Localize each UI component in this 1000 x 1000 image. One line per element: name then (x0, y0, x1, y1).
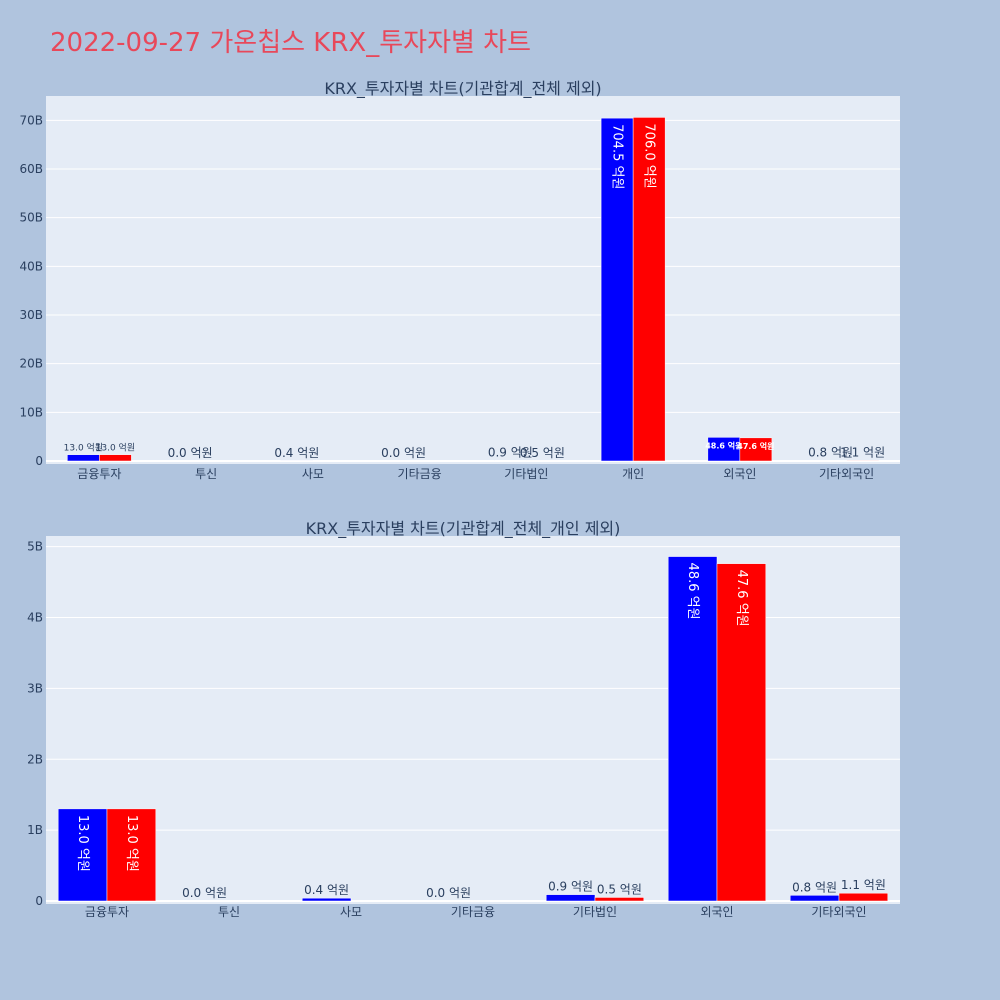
x-tick-label: 투신 (218, 905, 240, 919)
y-tick-label: 10B (19, 405, 43, 419)
plot-area (46, 536, 900, 904)
x-tick-label: 외국인 (723, 467, 756, 481)
y-tick-label: 5B (27, 540, 43, 554)
x-tick-label: 사모 (302, 467, 324, 481)
bar-value-label: 1.1 억원 (841, 878, 886, 892)
bar-value-label: 13.0 억원 (75, 815, 90, 872)
bar (67, 454, 100, 462)
chart-2: 0 1B 2B 3B 4B 5B KRX_투자자별 차트(기관합계_전체_개인 제외) 금융투… (27, 519, 900, 919)
bar-value-label: 13.0 억원 (96, 442, 135, 454)
bar-value-label: 13.0 억원 (124, 815, 139, 872)
bar (545, 894, 596, 902)
y-tick-label: 30B (19, 308, 43, 322)
bar-value-label: 1.1 억원 (840, 445, 885, 459)
x-tick-label: 개인 (622, 467, 644, 481)
x-tick-label: 기타금융 (398, 467, 442, 481)
bar-value-label: 0.5 억원 (597, 882, 642, 896)
x-tick-label: 투신 (195, 467, 217, 481)
y-tick-label: 60B (19, 162, 43, 176)
y-tick-label: 3B (27, 681, 43, 695)
bar-value-label: 0.5 억원 (520, 446, 565, 460)
plot-area (46, 96, 900, 464)
y-tick-label: 70B (19, 113, 43, 127)
bar-value-label: 0.8 억원 (808, 446, 853, 460)
bar-value-label: 706.0 억원 (642, 123, 657, 188)
bar-value-label: 0.9 억원 (548, 880, 593, 894)
x-tick-label: 금융투자 (85, 905, 129, 919)
bar (594, 897, 645, 902)
bar-value-label: 48.6 억원 (705, 440, 742, 450)
bar (789, 895, 840, 902)
bar-value-label: 47.6 억원 (734, 570, 749, 627)
chart-title: KRX_투자자별 차트(기관합계_전체 제외) (324, 79, 601, 99)
bar-value-label: 0.0 억원 (426, 886, 471, 900)
bar-value-label: 0.9 억원 (488, 446, 533, 460)
bar-value-label: 0.0 억원 (182, 886, 227, 900)
x-tick-label: 금융투자 (77, 467, 121, 481)
bar-value-label: 0.8 억원 (792, 880, 837, 894)
y-tick-label: 50B (19, 211, 43, 225)
y-tick-label: 1B (27, 823, 43, 837)
x-tick-label: 외국인 (700, 905, 733, 919)
bar (301, 897, 352, 902)
bar-value-label: 0.0 억원 (381, 446, 426, 460)
bar (739, 437, 773, 462)
bar (667, 556, 718, 902)
x-tick-label: 기타법인 (573, 905, 617, 919)
bar-value-label: 704.5 억원 (610, 124, 625, 189)
x-tick-label: 사모 (340, 905, 362, 919)
bar (99, 454, 132, 462)
chart-1: 0 10B 20B 30B 40B 50B 60B 70B KRX_투자자별 차트(기관합계_전… (19, 79, 900, 481)
bar-value-label: 0.4 억원 (274, 446, 319, 460)
page-title: 2022-09-27 가온칩스 KRX_투자자별 차트 (50, 28, 532, 58)
x-tick-label: 기타금융 (451, 905, 495, 919)
bar (716, 563, 767, 902)
bar-value-label: 48.6 억원 (685, 563, 700, 620)
y-tick-label: 0 (35, 454, 43, 468)
chart-title: KRX_투자자별 차트(기관합계_전체_개인 제외) (306, 519, 621, 539)
bar-value-label: 0.0 억원 (168, 446, 213, 460)
x-tick-label: 기타법인 (504, 467, 548, 481)
y-tick-label: 40B (19, 259, 43, 273)
y-tick-label: 0 (35, 894, 43, 908)
bar (106, 808, 157, 902)
bar-value-label: 47.6 억원 (737, 441, 774, 451)
bar (632, 117, 666, 462)
y-tick-label: 4B (27, 611, 43, 625)
bar-value-label: 0.4 억원 (304, 883, 349, 897)
y-tick-label: 20B (19, 357, 43, 371)
x-tick-label: 기타외국인 (811, 905, 866, 919)
y-tick-label: 2B (27, 752, 43, 766)
bar (600, 117, 634, 462)
bar (57, 808, 108, 902)
bar-value-label: 13.0 억원 (64, 442, 103, 454)
bar (838, 892, 889, 902)
x-tick-label: 기타외국인 (819, 467, 874, 481)
bar (846, 460, 879, 462)
